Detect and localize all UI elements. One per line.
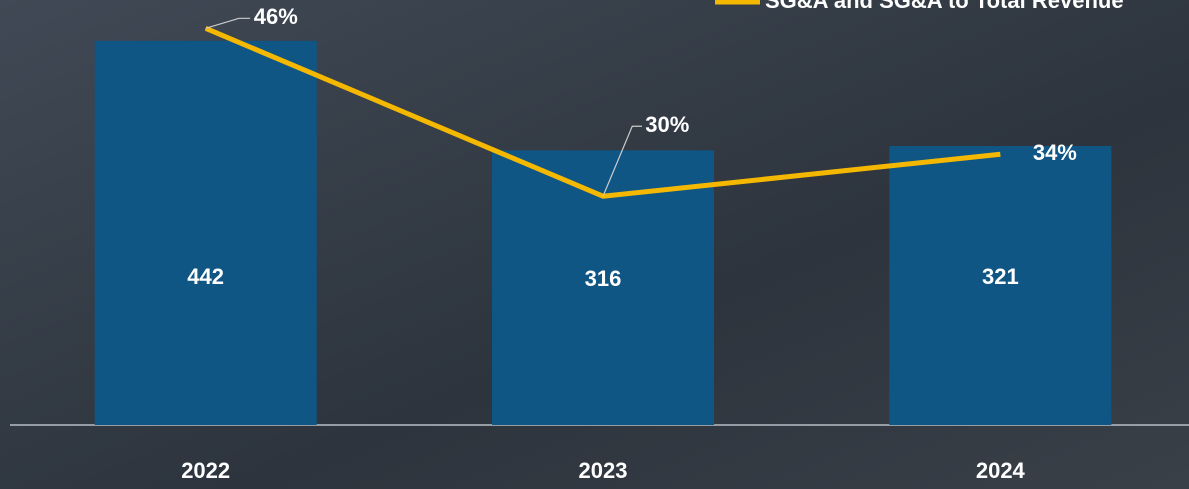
data-label: 30% [645,112,689,137]
data-label: 442 [187,264,224,289]
chart: 2022 2023 2024 442 316 321 46% 30% 34% SG&A and S… [0,0,1189,489]
bar [95,41,317,425]
page: 2022 2023 2024 442 316 321 46% 30% 34% SG&A and S… [0,0,1189,489]
legend-label: SG&A and SG&A to Total Revenue [765,0,1124,13]
data-label: 34% [1033,140,1077,165]
data-label: 316 [585,266,622,291]
x-tick-label: 2022 [181,458,230,483]
data-label: 321 [982,264,1019,289]
x-tick-label: 2024 [976,458,1026,483]
data-label: 46% [254,4,298,29]
x-tick-label: 2023 [579,458,628,483]
